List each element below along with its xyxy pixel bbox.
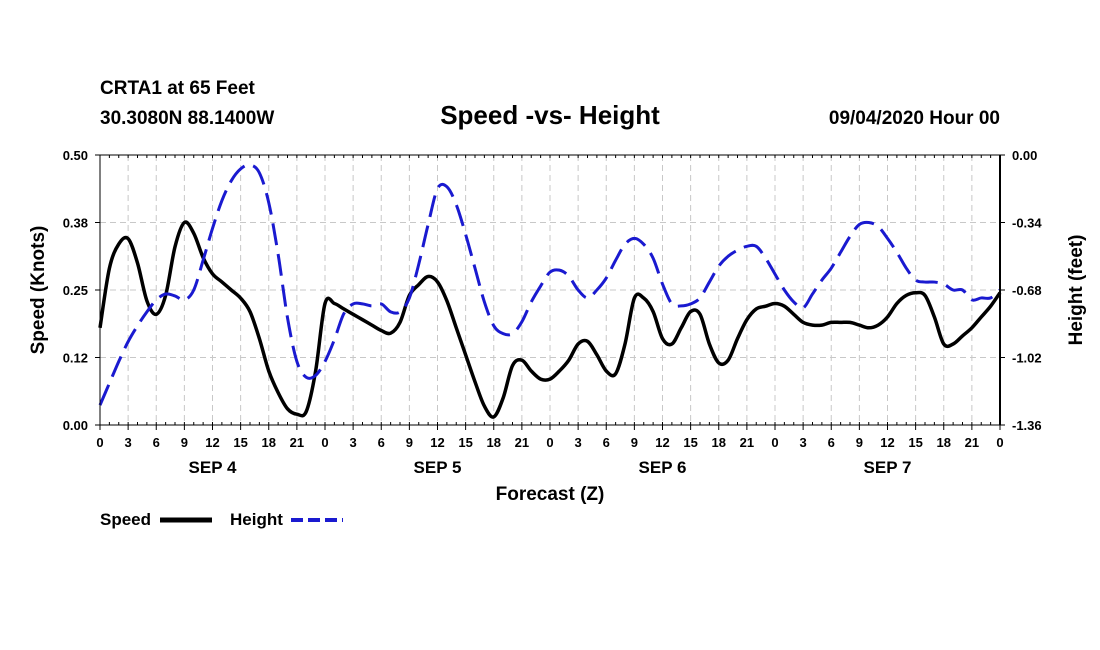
y2-tick-label: -0.68 (1012, 283, 1042, 298)
x-tick-label: 9 (856, 435, 863, 450)
y2-tick-label: -0.34 (1012, 216, 1042, 231)
x-tick-label: 21 (515, 435, 529, 450)
y2-tick-label: -1.02 (1012, 351, 1042, 366)
x-tick-label: 18 (712, 435, 726, 450)
y-tick-label: 0.50 (63, 148, 88, 163)
x-tick-label: 3 (350, 435, 357, 450)
x-tick-label: 9 (181, 435, 188, 450)
y2-axis-label: Height (feet) (1066, 235, 1087, 346)
x-tick-label: 18 (487, 435, 501, 450)
x-tick-label: 12 (880, 435, 894, 450)
x-tick-label: 0 (321, 435, 328, 450)
x-tick-label: 3 (575, 435, 582, 450)
x-tick-label: 6 (378, 435, 385, 450)
speed-series-line (98, 220, 1002, 419)
x-tick-label: 21 (740, 435, 754, 450)
y-tick-label: 0.12 (63, 351, 88, 366)
x-tick-label: 15 (683, 435, 697, 450)
x-tick-label: 18 (262, 435, 276, 450)
x-tick-label: 0 (996, 435, 1003, 450)
x-tick-label: 3 (800, 435, 807, 450)
series-layer (98, 163, 1002, 419)
x-tick-label: 15 (458, 435, 472, 450)
x-tick-label: 12 (430, 435, 444, 450)
x-tick-label: 3 (125, 435, 132, 450)
x-tick-label: 0 (96, 435, 103, 450)
x-axis-label: Forecast (Z) (496, 484, 605, 505)
x-tick-label: 15 (908, 435, 922, 450)
x-tick-label: 6 (603, 435, 610, 450)
day-label: SEP 4 (189, 458, 237, 477)
x-tick-label: 12 (655, 435, 669, 450)
x-tick-label: 21 (290, 435, 304, 450)
x-tick-label: 12 (205, 435, 219, 450)
x-tick-label: 15 (233, 435, 247, 450)
day-label: SEP 5 (414, 458, 462, 477)
x-tick-label: 9 (631, 435, 638, 450)
x-tick-label: 6 (828, 435, 835, 450)
y-tick-label: 0.38 (63, 216, 88, 231)
y-tick-label: 0.25 (63, 283, 88, 298)
station-label: CRTA1 at 65 Feet (100, 78, 256, 99)
legend: Speed Height (100, 510, 343, 529)
x-tick-label: 21 (965, 435, 979, 450)
day-label: SEP 7 (864, 458, 912, 477)
x-tick-label: 0 (771, 435, 778, 450)
datetime-label: 09/04/2020 Hour 00 (829, 108, 1000, 129)
height-series-line (98, 163, 1002, 406)
legend-height-label: Height (230, 510, 283, 529)
day-label: SEP 6 (639, 458, 687, 477)
x-tick-label: 9 (406, 435, 413, 450)
legend-speed-label: Speed (100, 510, 151, 529)
y-tick-label: 0.00 (63, 418, 88, 433)
y2-tick-label: 0.00 (1012, 148, 1037, 163)
y-axis-label: Speed (Knots) (28, 226, 49, 355)
chart-title: Speed -vs- Height (440, 100, 660, 130)
ticks: 0 3 6 9 12 15 18 21 0 3 6 9 12 15 18 21 0 3 6 9 12 15 18 21 0 3 6 9… (63, 148, 1043, 477)
coordinates-label: 30.3080N 88.1400W (100, 108, 274, 129)
y2-tick-label: -1.36 (1012, 418, 1042, 433)
x-tick-label: 18 (937, 435, 951, 450)
grid (100, 155, 1000, 425)
x-tick-label: 0 (546, 435, 553, 450)
x-tick-label: 6 (153, 435, 160, 450)
